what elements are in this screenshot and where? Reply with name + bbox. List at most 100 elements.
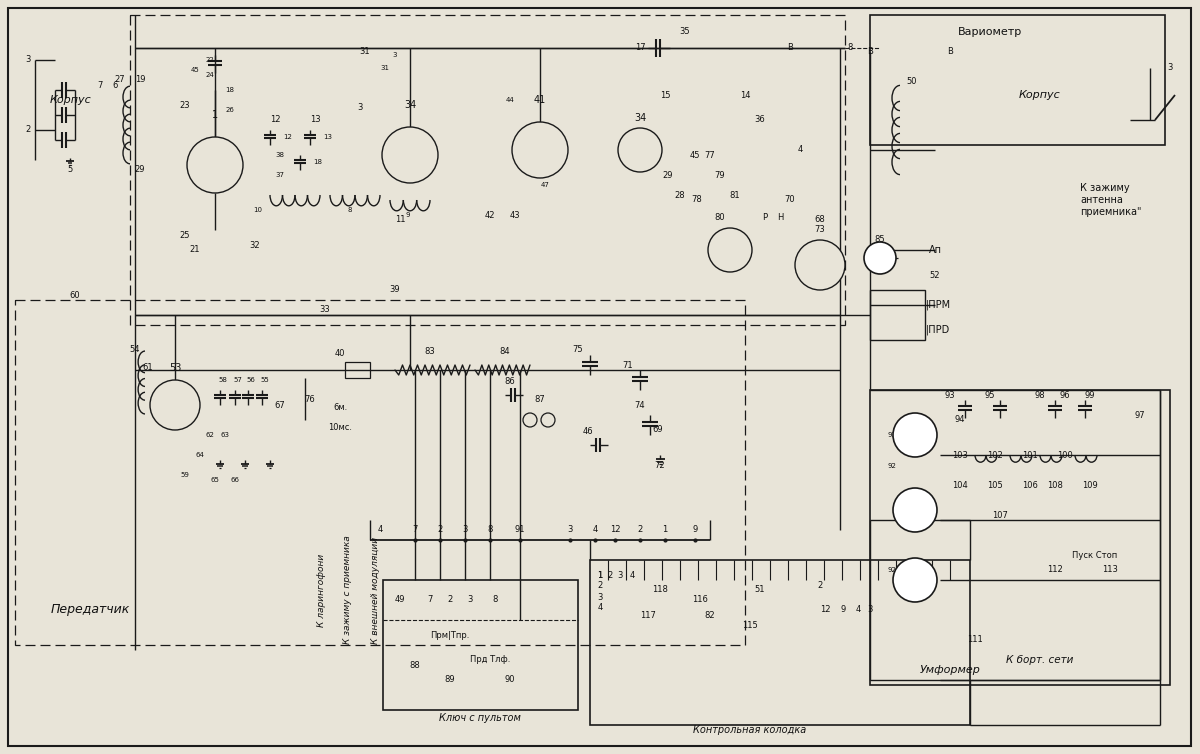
Bar	[130, 15, 845, 325]
Text: 11: 11	[395, 216, 406, 225]
Text: 59: 59	[180, 472, 190, 478]
Text: 32: 32	[250, 241, 260, 250]
Circle shape	[708, 228, 752, 272]
Circle shape	[541, 413, 554, 427]
Text: Контрольная колодка: Контрольная колодка	[694, 725, 806, 735]
Text: 31: 31	[360, 48, 371, 57]
Bar	[870, 390, 1170, 685]
Text: 23: 23	[180, 100, 191, 109]
Text: 12: 12	[820, 605, 830, 615]
Text: 4: 4	[629, 571, 635, 580]
Text: 76: 76	[305, 396, 316, 404]
Text: 77: 77	[704, 151, 715, 160]
Text: 29: 29	[134, 165, 145, 174]
Text: 96: 96	[1060, 391, 1070, 400]
Text: 100: 100	[1057, 450, 1073, 459]
Circle shape	[893, 558, 937, 602]
Text: 44: 44	[505, 97, 515, 103]
Text: 84: 84	[499, 348, 510, 357]
Text: 102: 102	[988, 450, 1003, 459]
Text: 9: 9	[406, 212, 410, 218]
Circle shape	[512, 122, 568, 178]
Bar	[14, 300, 745, 645]
Text: К ларингофони: К ларингофони	[318, 553, 326, 627]
Text: Ключ с пультом: Ключ с пультом	[439, 713, 521, 723]
Text: 15: 15	[660, 90, 671, 100]
Text: 39: 39	[390, 286, 401, 295]
Text: 3: 3	[568, 526, 572, 535]
Text: 24: 24	[205, 72, 215, 78]
Text: 73: 73	[815, 225, 826, 234]
Text: 10мс.: 10мс.	[328, 424, 352, 433]
Circle shape	[187, 137, 242, 193]
Text: 60: 60	[70, 290, 80, 299]
Text: 101: 101	[1022, 450, 1038, 459]
Text: 85: 85	[875, 253, 886, 262]
Bar	[870, 290, 925, 340]
Text: 112: 112	[1048, 566, 1063, 575]
Text: 8: 8	[847, 44, 853, 53]
Text: 22: 22	[205, 57, 215, 63]
Text: 79: 79	[715, 170, 725, 179]
Text: 8: 8	[487, 526, 493, 535]
Text: 14: 14	[739, 90, 750, 100]
Circle shape	[618, 128, 662, 172]
Text: 109: 109	[1082, 480, 1098, 489]
Text: 4: 4	[377, 526, 383, 535]
Text: 3: 3	[392, 52, 397, 58]
Text: 2: 2	[437, 526, 443, 535]
Text: 45: 45	[690, 151, 701, 160]
Text: 87: 87	[535, 396, 545, 404]
Text: 53: 53	[169, 363, 181, 373]
Text: 75: 75	[572, 345, 583, 354]
Text: 4: 4	[797, 146, 803, 155]
Text: Передатчик: Передатчик	[50, 603, 130, 617]
Text: 106: 106	[1022, 480, 1038, 489]
Circle shape	[796, 240, 845, 290]
Text: 57: 57	[234, 377, 242, 383]
Text: 56: 56	[246, 377, 256, 383]
Text: 118: 118	[652, 586, 668, 594]
Text: 72: 72	[655, 461, 665, 470]
Text: 40: 40	[335, 348, 346, 357]
Text: B: B	[947, 48, 953, 57]
Text: 35: 35	[679, 27, 690, 36]
Text: 45: 45	[191, 67, 199, 73]
Text: 2: 2	[607, 571, 613, 580]
Text: Умформер: Умформер	[919, 665, 980, 675]
Text: Вариометр: Вариометр	[958, 27, 1022, 37]
Text: 83: 83	[425, 348, 436, 357]
Text: 86: 86	[505, 378, 515, 387]
Text: 54: 54	[130, 345, 140, 354]
Text: 3: 3	[868, 605, 872, 615]
Text: 12: 12	[283, 134, 293, 140]
Text: 9: 9	[840, 605, 846, 615]
Text: 25v: 25v	[906, 575, 924, 585]
Text: 103: 103	[952, 450, 968, 459]
Text: 38: 38	[276, 152, 284, 158]
Text: |ПРD: |ПРD	[926, 325, 950, 336]
Text: 71: 71	[623, 360, 634, 369]
Text: 8: 8	[492, 596, 498, 605]
Text: 70: 70	[785, 195, 796, 204]
Text: 105: 105	[988, 480, 1003, 489]
Text: 61: 61	[143, 363, 154, 372]
Text: 3: 3	[462, 526, 468, 535]
Text: 43: 43	[510, 210, 521, 219]
Text: 81: 81	[730, 191, 740, 200]
Text: 94: 94	[955, 415, 965, 425]
Text: 1: 1	[598, 571, 602, 580]
Text: 7: 7	[413, 526, 418, 535]
Text: 42: 42	[485, 210, 496, 219]
Text: 7: 7	[427, 596, 433, 605]
Text: 88: 88	[409, 661, 420, 670]
Bar	[590, 560, 970, 725]
Text: 49: 49	[395, 596, 406, 605]
Text: 80: 80	[715, 213, 725, 222]
Text: 1: 1	[598, 571, 602, 580]
Text: 2: 2	[25, 125, 31, 134]
Text: 47: 47	[540, 182, 550, 188]
Text: 18: 18	[313, 159, 323, 165]
Text: 66: 66	[230, 477, 240, 483]
Text: 28: 28	[674, 191, 685, 200]
